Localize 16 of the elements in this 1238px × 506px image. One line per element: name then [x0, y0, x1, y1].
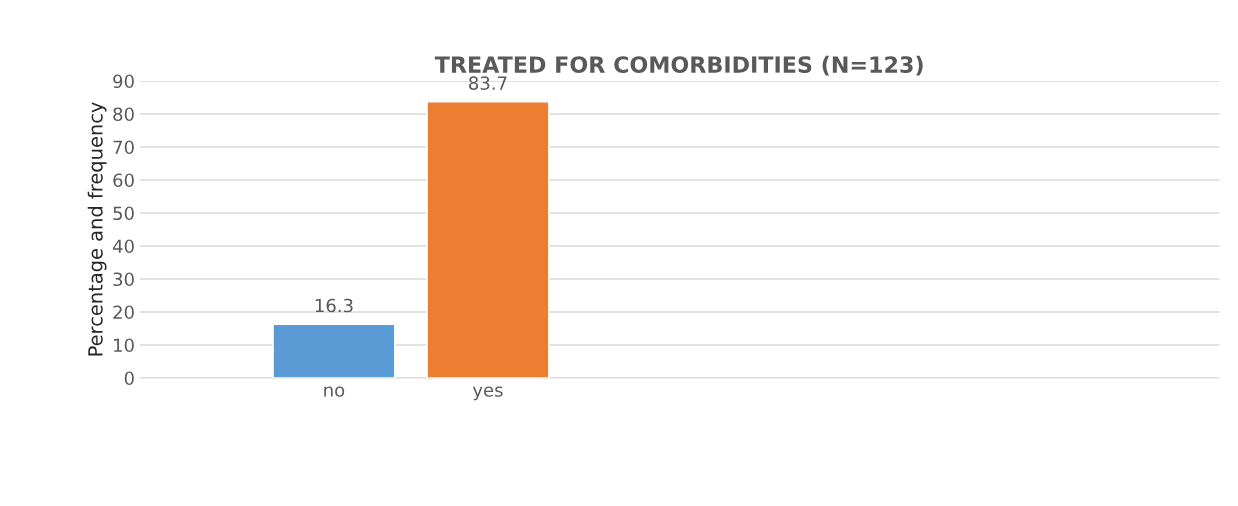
y-tick-label: 10 [114, 338, 134, 353]
y-tick-label: 50 [113, 206, 134, 221]
y-tick-label: 60 [113, 173, 134, 188]
y-tick-label: 90 [113, 74, 134, 89]
text: TREATED FOR COMORBIDITIES (N=123) [434, 55, 923, 76]
y-tick-label: 70 [113, 140, 134, 155]
x-tick-label: no [324, 386, 345, 397]
y-tick-label: 40 [112, 239, 134, 254]
x-tick-label: yes [472, 386, 503, 401]
y-tick-label: 30 [113, 272, 134, 287]
y-tick-label: 80 [113, 107, 134, 122]
y-tick-label: 0 [124, 371, 134, 386]
y-axis-title: Percentage and frequency [87, 102, 107, 356]
y-tick-label: 20 [113, 305, 134, 320]
data-label: 83.7 [469, 76, 507, 90]
data-label: 16.3 [315, 298, 353, 313]
